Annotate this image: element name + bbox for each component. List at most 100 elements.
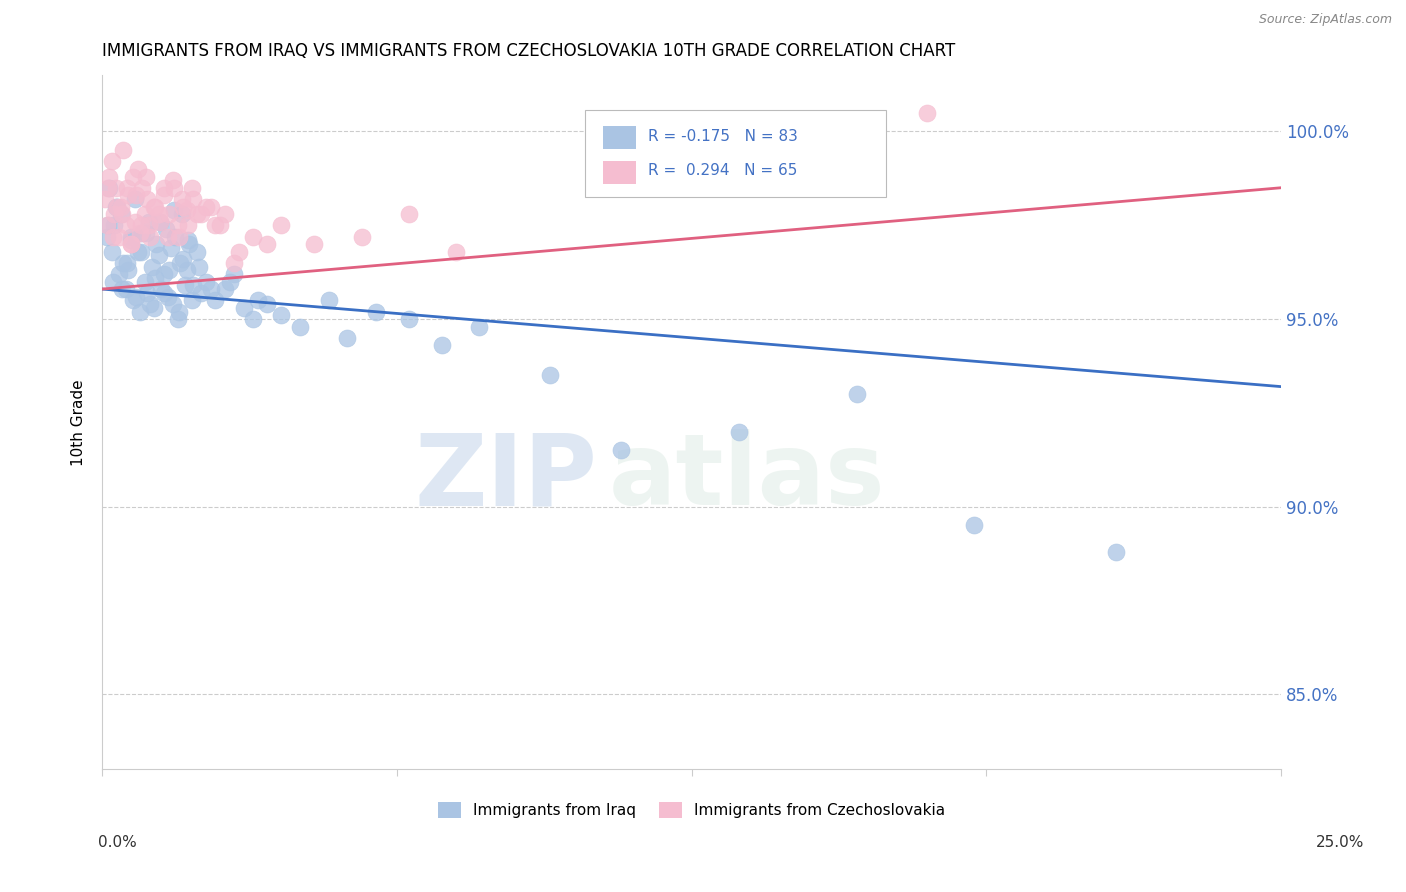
Point	[187, 260, 209, 274]
Point	[134, 275, 156, 289]
Point	[120, 233, 142, 247]
Point	[166, 312, 188, 326]
Point	[166, 219, 188, 233]
Point	[173, 278, 195, 293]
Text: R = -0.175   N = 83: R = -0.175 N = 83	[648, 128, 797, 144]
Point	[124, 192, 146, 206]
Point	[135, 169, 157, 184]
Point	[159, 241, 181, 255]
Point	[172, 207, 194, 221]
Point	[350, 229, 373, 244]
Point	[290, 319, 312, 334]
Point	[145, 237, 167, 252]
Point	[167, 304, 190, 318]
Point	[111, 282, 134, 296]
Point	[444, 244, 467, 259]
Point	[97, 219, 120, 233]
Point	[114, 282, 136, 296]
Text: R =  0.294   N = 65: R = 0.294 N = 65	[648, 163, 797, 178]
Point	[103, 207, 125, 221]
Point	[127, 244, 149, 259]
Point	[176, 203, 198, 218]
Point	[172, 200, 194, 214]
Point	[224, 256, 246, 270]
Point	[138, 219, 160, 233]
Point	[204, 219, 226, 233]
Point	[256, 237, 278, 252]
Point	[181, 192, 204, 206]
Point	[246, 293, 269, 308]
Point	[120, 237, 142, 252]
Point	[398, 207, 420, 221]
Point	[111, 207, 134, 221]
Point	[105, 200, 128, 214]
Point	[96, 229, 118, 244]
Point	[398, 312, 420, 326]
Point	[148, 248, 170, 262]
Legend: Immigrants from Iraq, Immigrants from Czechoslovakia: Immigrants from Iraq, Immigrants from Cz…	[432, 796, 952, 824]
Point	[107, 267, 129, 281]
Point	[963, 518, 986, 533]
Point	[129, 226, 152, 240]
Point	[167, 229, 190, 244]
Point	[139, 297, 162, 311]
Point	[165, 229, 187, 244]
Point	[232, 301, 254, 315]
Point	[242, 312, 264, 326]
Point	[110, 200, 132, 214]
Point	[214, 207, 236, 221]
Point	[121, 169, 143, 184]
Point	[121, 293, 143, 308]
Point	[100, 244, 122, 259]
Point	[180, 180, 202, 194]
Point	[129, 219, 152, 233]
Point	[125, 289, 148, 303]
Point	[917, 105, 939, 120]
Point	[157, 289, 180, 303]
Point	[115, 256, 138, 270]
Point	[177, 233, 200, 247]
Point	[200, 200, 222, 214]
Point	[143, 200, 166, 214]
Point	[224, 267, 246, 281]
Point	[127, 161, 149, 176]
Point	[105, 200, 128, 214]
Point	[136, 192, 159, 206]
Point	[256, 297, 278, 311]
Point	[143, 270, 166, 285]
Point	[176, 263, 198, 277]
Point	[138, 214, 160, 228]
Point	[845, 387, 868, 401]
Point	[105, 180, 128, 194]
Point	[110, 207, 132, 221]
Point	[430, 338, 453, 352]
Text: IMMIGRANTS FROM IRAQ VS IMMIGRANTS FROM CZECHOSLOVAKIA 10TH GRADE CORRELATION CH: IMMIGRANTS FROM IRAQ VS IMMIGRANTS FROM …	[103, 42, 956, 60]
Point	[150, 282, 173, 296]
Point	[209, 219, 232, 233]
Point	[186, 244, 208, 259]
Point	[136, 285, 159, 300]
Point	[125, 188, 148, 202]
Point	[134, 207, 156, 221]
Point	[155, 222, 177, 236]
Point	[97, 180, 120, 194]
Point	[194, 200, 217, 214]
Point	[112, 143, 135, 157]
Point	[181, 278, 204, 293]
Point	[194, 275, 217, 289]
Point	[200, 282, 222, 296]
Point	[468, 319, 491, 334]
Point	[131, 226, 153, 240]
Point	[117, 188, 139, 202]
Text: ZIP: ZIP	[415, 429, 598, 526]
Point	[143, 200, 166, 214]
Point	[143, 301, 166, 315]
Point	[177, 219, 200, 233]
Point	[98, 180, 121, 194]
Point	[169, 256, 191, 270]
Point	[129, 244, 152, 259]
FancyBboxPatch shape	[585, 110, 886, 196]
Point	[131, 180, 153, 194]
Bar	[603, 126, 636, 150]
Point	[163, 203, 186, 218]
